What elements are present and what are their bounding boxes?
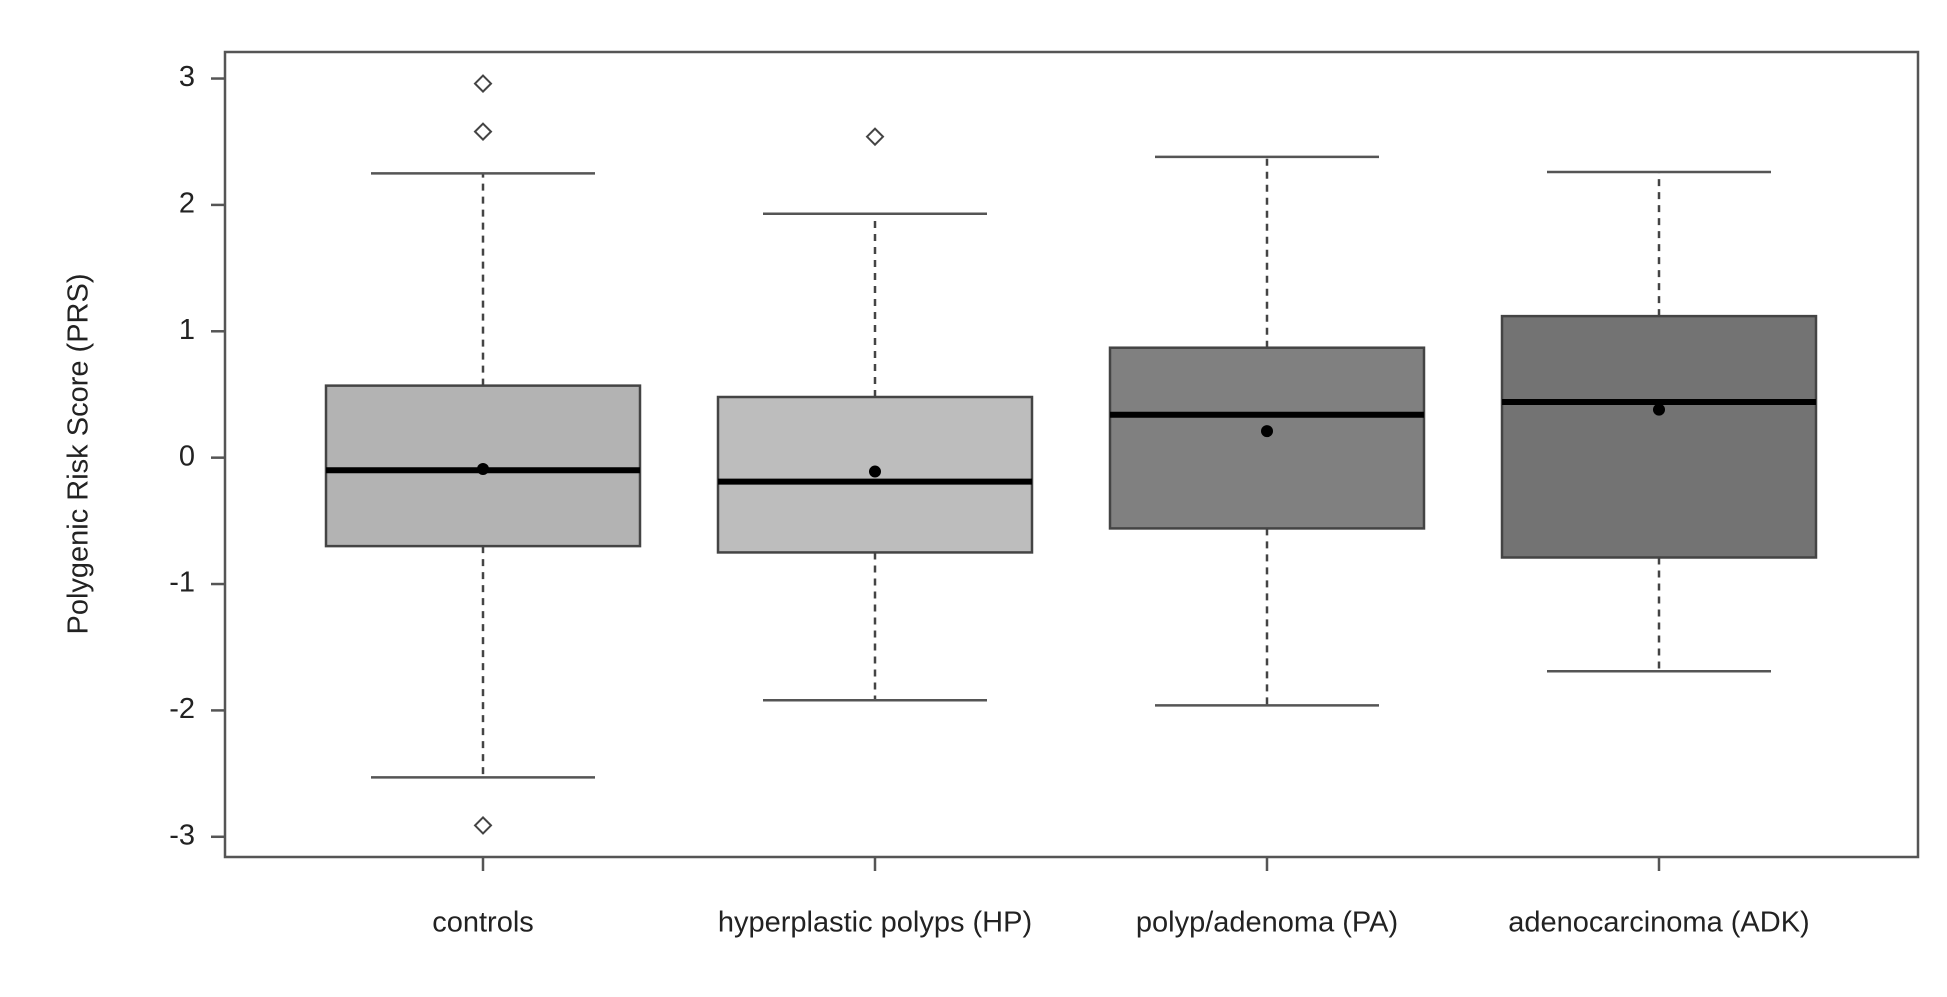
y-tick-label: -3 (169, 819, 195, 851)
x-tick-label: polyp/adenoma (PA) (1136, 907, 1398, 939)
y-tick-label: 0 (179, 440, 195, 472)
y-tick-label: 1 (179, 314, 195, 346)
x-tick-label: hyperplastic polyps (HP) (718, 907, 1032, 939)
mean-point (869, 465, 881, 478)
y-tick-label: 2 (179, 188, 195, 220)
y-tick-label: -1 (169, 567, 195, 599)
mean-point (1653, 403, 1665, 416)
y-axis-label: Polygenic Risk Score (PRS) (63, 274, 95, 635)
y-tick-label: -2 (169, 693, 195, 725)
outlier (473, 74, 493, 94)
x-tick-label: controls (432, 907, 534, 939)
outlier (473, 815, 493, 835)
box (1108, 346, 1426, 530)
mean-point (1261, 425, 1273, 438)
x-tick-label: adenocarcinoma (ADK) (1508, 907, 1809, 939)
outlier (473, 122, 493, 142)
plot-frame (223, 50, 1920, 859)
box (1500, 314, 1818, 559)
outlier (865, 127, 885, 147)
y-tick-label: 3 (179, 61, 195, 93)
mean-point (477, 463, 489, 476)
